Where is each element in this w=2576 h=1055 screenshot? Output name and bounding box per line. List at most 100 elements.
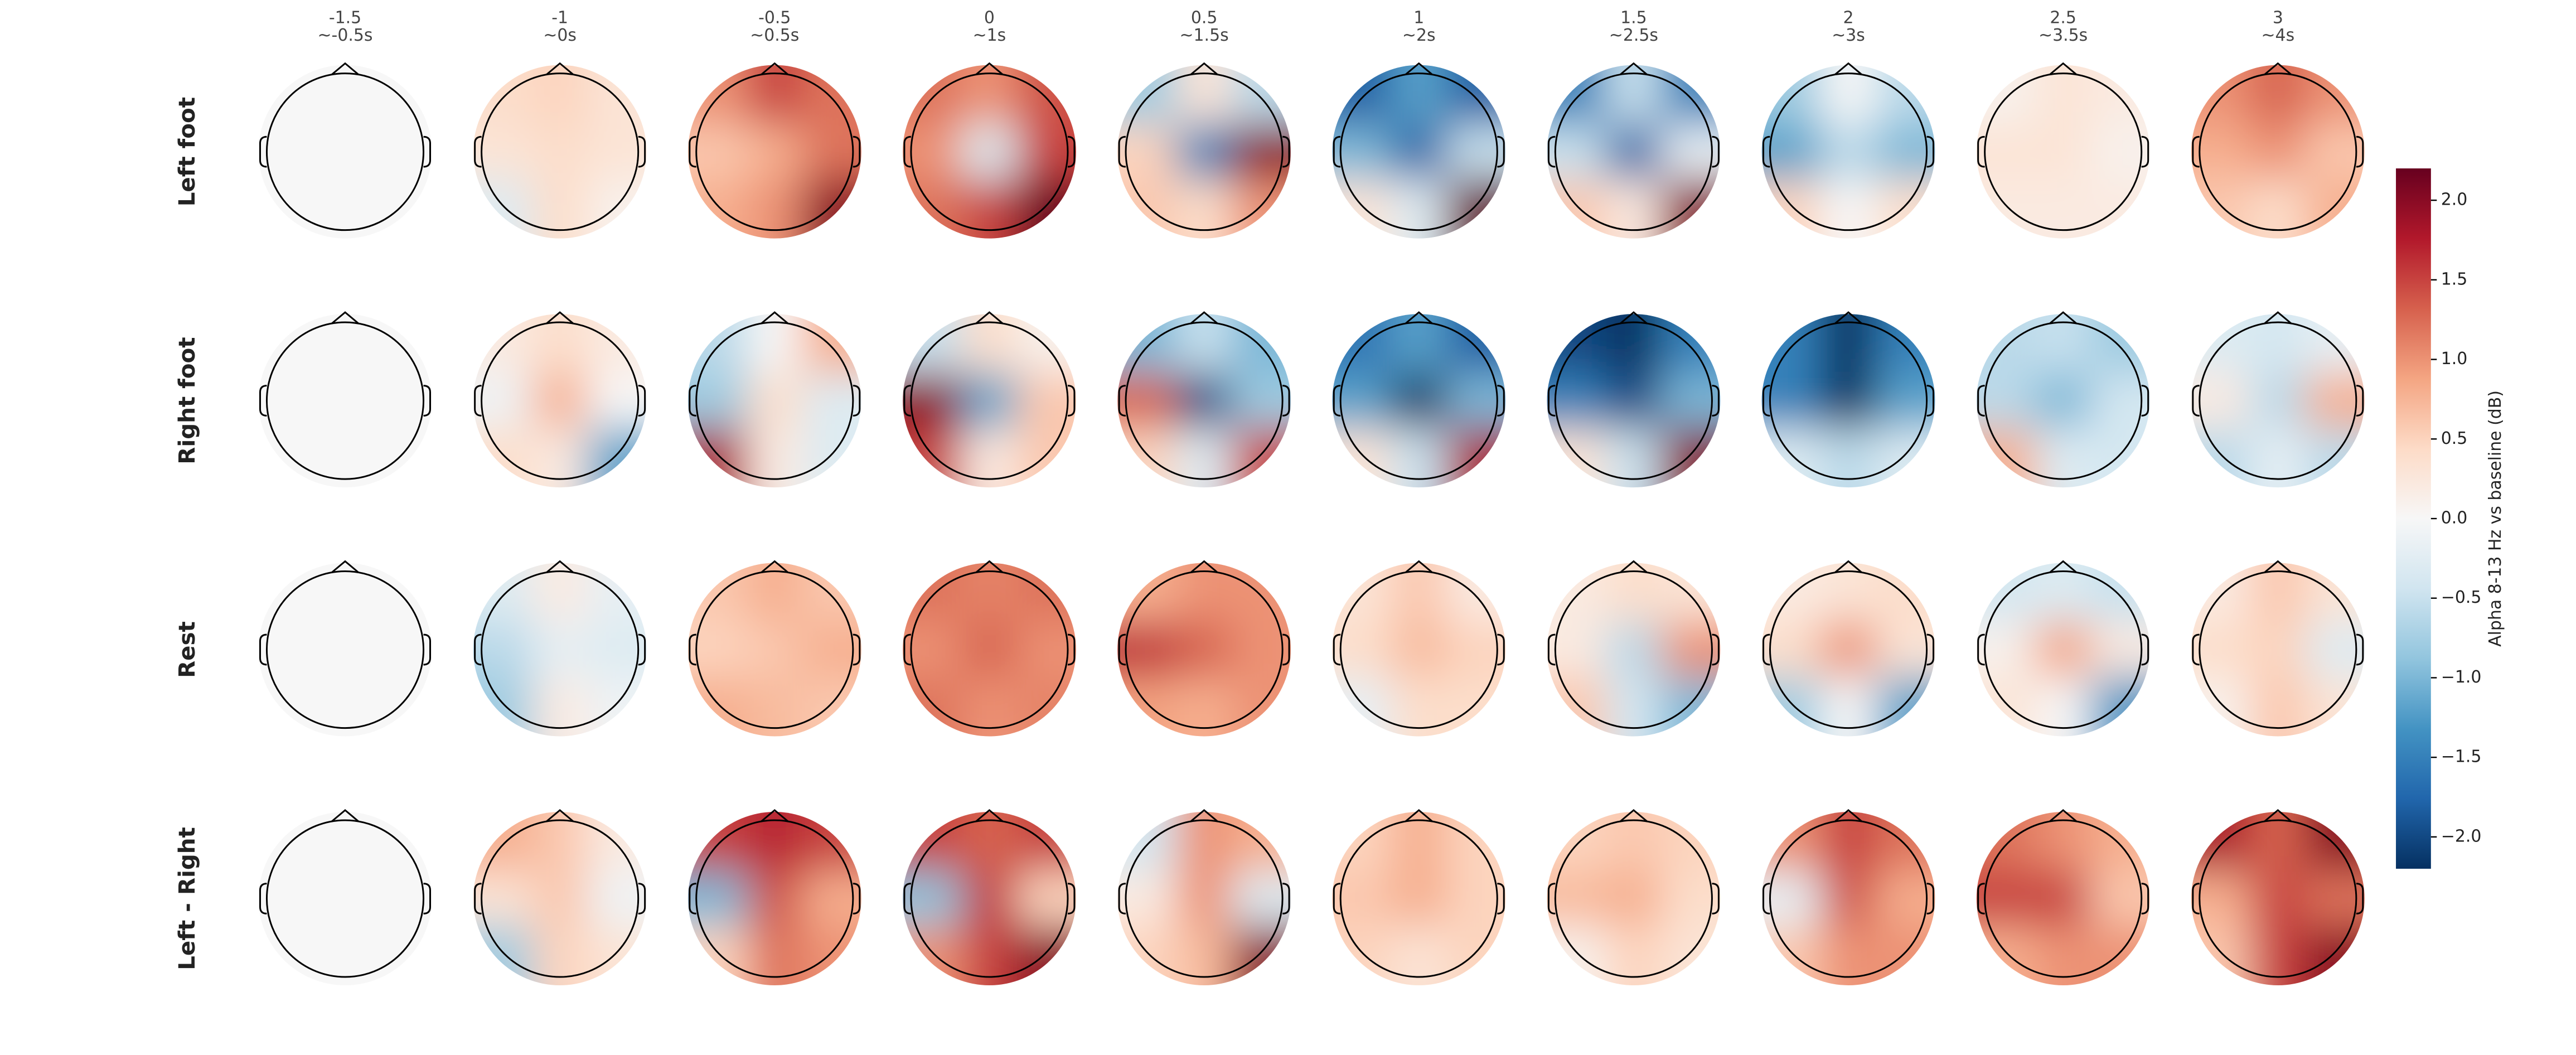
topomap-cell — [1820, 871, 1876, 926]
topomap-field — [1761, 811, 1935, 985]
topomap-field — [258, 563, 432, 737]
column-time: -1 — [551, 8, 568, 27]
colorbar-tick-label: −0.5 — [2441, 588, 2482, 607]
topomap — [2191, 314, 2365, 488]
topomap — [1332, 811, 1506, 985]
topomap-cell — [1231, 622, 1291, 677]
column-time: 0 — [984, 8, 995, 27]
topomap — [258, 563, 432, 737]
topomap-cell — [1176, 179, 1232, 239]
topomap-cell — [962, 124, 1017, 180]
topomap — [2191, 563, 2365, 737]
topomap-cell — [2191, 179, 2250, 239]
topomap-cell — [2305, 428, 2365, 488]
topomap-cell — [372, 124, 432, 180]
topomap-cell — [532, 428, 588, 488]
topomap-cell — [2090, 871, 2150, 926]
topomap-cell — [2191, 677, 2250, 737]
head-outline — [259, 560, 431, 729]
topomap-cell — [1547, 926, 1606, 985]
topomap-cell — [2035, 622, 2091, 677]
topomap-cell — [2191, 622, 2250, 677]
topomap — [258, 65, 432, 239]
topomap-cell — [1661, 179, 1721, 239]
topomap-cell — [747, 926, 802, 985]
topomap-cell — [962, 373, 1017, 428]
topomap-cell — [2035, 871, 2091, 926]
topomap-cell — [802, 428, 861, 488]
topomap-cell — [1661, 677, 1721, 737]
topomap — [1976, 314, 2150, 488]
topomap — [902, 811, 1076, 985]
topomap-cell — [587, 179, 647, 239]
column-time: 2 — [1843, 8, 1854, 27]
colorbar-label: Alpha 8-13 Hz vs baseline (dB) — [2486, 390, 2505, 647]
topomap-cell — [2191, 373, 2250, 428]
topomap-cell — [1332, 179, 1392, 239]
topomap-cell — [1876, 926, 1935, 985]
topomap-cell — [747, 179, 802, 239]
topomap-cell — [1016, 179, 1076, 239]
column-time: 2.5 — [2050, 8, 2076, 27]
topomap-cell — [1606, 314, 1662, 374]
topomap-field — [1976, 314, 2150, 488]
topomap-cell — [1231, 314, 1291, 374]
topomap-cell — [1876, 124, 1935, 180]
topomap-cell — [1976, 373, 2036, 428]
topomap-cell — [2250, 622, 2306, 677]
topomap-cell — [1391, 124, 1447, 180]
topomap — [1761, 811, 1935, 985]
topomap-cell — [532, 811, 588, 872]
topomap-cell — [2090, 811, 2150, 872]
topomap-cell — [1761, 65, 1821, 124]
topomap-cell — [802, 811, 861, 872]
topomap — [473, 314, 647, 488]
topomap-cell — [1016, 811, 1076, 872]
topomap-cell — [1117, 871, 1177, 926]
topomap-cell — [2305, 563, 2365, 622]
topomap-cell — [1761, 563, 1821, 622]
topomap-cell — [1117, 65, 1177, 124]
topomap-cell — [1761, 871, 1821, 926]
topomap-cell — [1820, 373, 1876, 428]
topomap-cell — [1391, 373, 1447, 428]
topomap — [1761, 65, 1935, 239]
topomap-field — [473, 563, 647, 737]
topomap-cell — [1117, 563, 1177, 622]
topomap-field — [1332, 314, 1506, 488]
topomap-cell — [1761, 179, 1821, 239]
topomap-cell — [532, 373, 588, 428]
head-outline — [474, 809, 646, 978]
topomap-cell — [1176, 314, 1232, 374]
topomap-cell — [1016, 314, 1076, 374]
topomap-cell — [1976, 926, 2036, 985]
topomap-cell — [372, 677, 432, 737]
topomap-cell — [1661, 563, 1721, 622]
topomap-field — [1117, 563, 1291, 737]
topomap-cell — [1820, 622, 1876, 677]
topomap-cell — [2250, 563, 2306, 622]
topomap-cell — [1332, 124, 1392, 180]
head-outline — [689, 560, 861, 729]
column-window: ~3.5s — [2038, 26, 2088, 45]
topomap-cell — [2035, 811, 2091, 872]
row-label: Rest — [174, 621, 200, 678]
topomap-cell — [747, 563, 802, 622]
topomap-cell — [2305, 314, 2365, 374]
topomap-field — [258, 65, 432, 239]
topomap — [1332, 314, 1506, 488]
topomap-cell — [1446, 65, 1506, 124]
topomap-field — [258, 314, 432, 488]
topomap-cell — [962, 428, 1017, 488]
topomap-cell — [1391, 871, 1447, 926]
topomap — [473, 811, 647, 985]
column-time: 3 — [2273, 8, 2283, 27]
topomap-cell — [2191, 871, 2250, 926]
topomap-cell — [1661, 314, 1721, 374]
topomap-cell — [2191, 124, 2250, 180]
topomap-cell — [2191, 811, 2250, 872]
colorbar-tick-label: 0.0 — [2441, 509, 2468, 528]
topomap-cell — [2305, 65, 2365, 124]
topomap-cell — [1976, 622, 2036, 677]
topomap-cell — [258, 926, 318, 985]
